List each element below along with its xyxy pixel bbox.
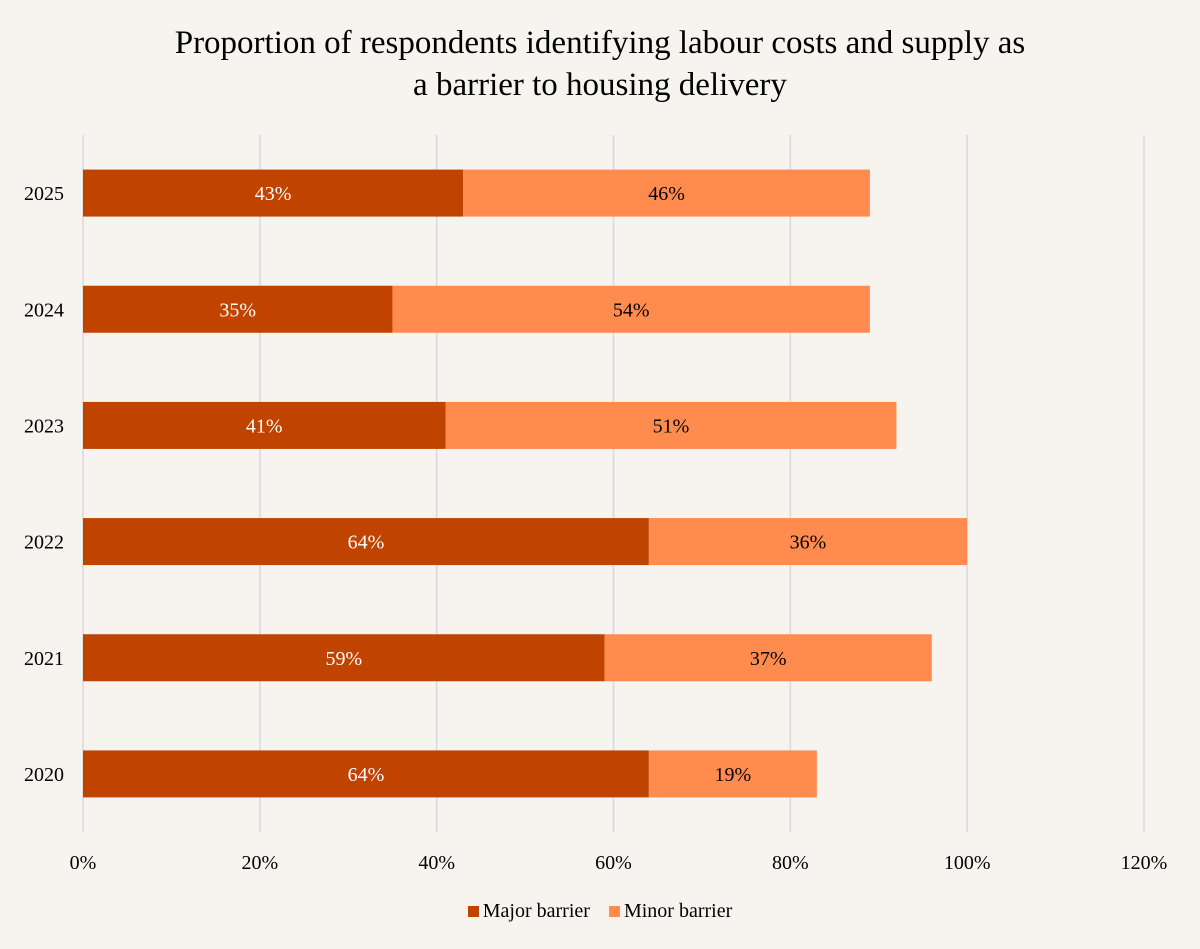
legend-item-minor: Minor barrier bbox=[608, 900, 733, 923]
x-tick-label: 20% bbox=[241, 852, 278, 874]
bar-major bbox=[83, 169, 464, 217]
data-label: 46% bbox=[648, 183, 685, 205]
bar-major bbox=[83, 634, 605, 682]
data-label: 37% bbox=[750, 648, 787, 670]
data-label: 19% bbox=[715, 764, 752, 786]
data-label: 64% bbox=[348, 764, 385, 786]
x-tick-label: 100% bbox=[944, 852, 991, 874]
legend-swatch-minor bbox=[608, 906, 620, 917]
bar-minor bbox=[648, 750, 817, 798]
data-label: 35% bbox=[219, 299, 256, 321]
x-tick-label: 40% bbox=[418, 852, 455, 874]
y-tick-label: 2022 bbox=[24, 532, 64, 554]
data-label: 59% bbox=[325, 648, 362, 670]
x-tick-label: 60% bbox=[595, 852, 632, 874]
bar-major bbox=[83, 401, 446, 449]
legend-item-major: Major barrier bbox=[467, 900, 590, 923]
bar-major bbox=[83, 285, 393, 333]
y-tick-label: 2023 bbox=[24, 415, 64, 437]
bar-major bbox=[83, 518, 649, 566]
chart-title-line-2: a barrier to housing delivery bbox=[413, 67, 787, 103]
data-label: 64% bbox=[348, 532, 385, 554]
data-label: 43% bbox=[255, 183, 292, 205]
bar-major bbox=[83, 750, 649, 798]
legend-swatch-major bbox=[467, 906, 479, 917]
bar-minor bbox=[463, 169, 870, 217]
legend-label-minor: Minor barrier bbox=[623, 900, 733, 922]
legend-label-major: Major barrier bbox=[482, 900, 590, 922]
x-tick-label: 120% bbox=[1121, 852, 1168, 874]
x-tick-label: 80% bbox=[772, 852, 809, 874]
data-label: 54% bbox=[613, 299, 650, 321]
y-tick-label: 2021 bbox=[24, 648, 64, 670]
data-label: 36% bbox=[790, 532, 827, 554]
chart-title: Proportion of respondents identifying la… bbox=[0, 22, 1200, 106]
bar-minor bbox=[648, 518, 968, 566]
y-tick-label: 2020 bbox=[24, 764, 64, 786]
chart-title-line-1: Proportion of respondents identifying la… bbox=[174, 25, 1026, 61]
bar-minor bbox=[392, 285, 870, 333]
y-tick-label: 2024 bbox=[24, 299, 64, 321]
bar-minor bbox=[445, 401, 897, 449]
data-label: 51% bbox=[653, 415, 690, 437]
x-tick-label: 0% bbox=[70, 852, 97, 874]
legend: Major barrier Minor barrier bbox=[0, 900, 1200, 923]
data-label: 41% bbox=[246, 415, 283, 437]
y-tick-label: 2025 bbox=[24, 183, 64, 205]
bar-minor bbox=[604, 634, 932, 682]
